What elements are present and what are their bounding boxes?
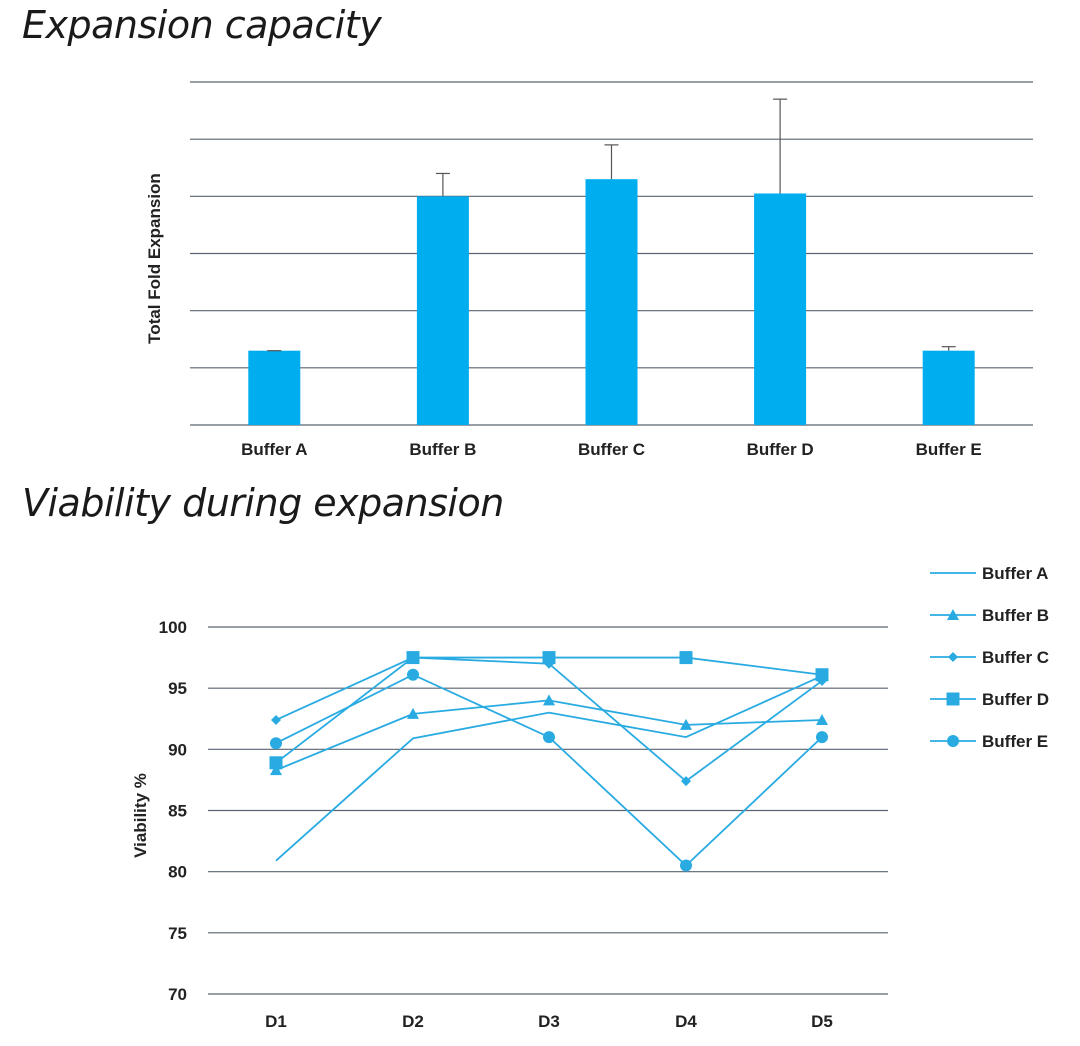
data-point [270, 764, 282, 776]
x-tick-label: Buffer D [747, 440, 814, 459]
series-buffer-a [275, 675, 823, 862]
data-point [407, 668, 419, 681]
legend-item: Buffer D [930, 690, 1049, 709]
bar [416, 196, 469, 425]
y-tick-label: 80 [168, 863, 187, 882]
data-point [680, 718, 692, 730]
data-point [816, 731, 828, 744]
x-tick-label: Buffer E [916, 440, 982, 459]
legend-label: Buffer A [982, 564, 1048, 583]
series-buffer-b [270, 694, 828, 776]
data-point [270, 737, 282, 750]
data-point [543, 731, 555, 744]
bar [248, 350, 301, 425]
y-tick-label: 90 [168, 740, 187, 759]
legend-label: Buffer D [982, 690, 1049, 709]
legend-marker [946, 692, 960, 706]
data-point [406, 651, 420, 665]
data-point [679, 651, 693, 665]
line-chart-title: Viability during expansion [22, 481, 504, 525]
y-tick-label: 100 [159, 618, 187, 637]
data-point [542, 651, 556, 665]
legend-marker [947, 735, 959, 747]
legend-label: Buffer E [982, 732, 1048, 751]
legend-item: Buffer E [930, 732, 1048, 751]
y-axis-label: Total Fold Expansion [145, 173, 164, 344]
data-point [271, 714, 281, 725]
series-line [275, 675, 823, 862]
series-buffer-c [271, 652, 827, 787]
x-tick-label: Buffer B [409, 440, 476, 459]
bar [754, 193, 807, 425]
data-point [816, 713, 828, 725]
data-point [680, 859, 692, 872]
x-tick-label: Buffer C [578, 440, 645, 459]
x-tick-label: D2 [402, 1012, 424, 1031]
legend-label: Buffer C [982, 648, 1049, 667]
bar-chart: Buffer A Buffer B Buffer C Buffer D Buffer E… [145, 81, 1033, 459]
data-point [543, 694, 555, 706]
x-tick-label: D5 [811, 1012, 833, 1031]
data-point [269, 756, 283, 770]
bar-chart-title: Expansion capacity [22, 3, 382, 47]
series-line [275, 656, 823, 783]
x-tick-label: Buffer A [241, 440, 307, 459]
legend-item: Buffer C [930, 648, 1049, 667]
x-tick-label: D4 [675, 1012, 697, 1031]
y-tick-label: 95 [168, 679, 187, 698]
legend-label: Buffer B [982, 606, 1049, 625]
data-point [681, 776, 691, 787]
y-tick-label: 75 [168, 924, 187, 943]
data-point [407, 707, 419, 719]
series-line [275, 656, 823, 764]
x-tick-label: D1 [265, 1012, 287, 1031]
y-axis-label: Viability % [131, 773, 150, 858]
y-tick-label: 70 [168, 985, 187, 1004]
x-tick-label: D3 [538, 1012, 560, 1031]
legend-item: Buffer B [930, 606, 1049, 625]
bar [585, 179, 638, 425]
legend-item: Buffer A [930, 564, 1048, 583]
series-buffer-d [269, 651, 829, 770]
legend-marker [948, 652, 958, 662]
data-point [815, 668, 829, 682]
y-tick-label: 85 [168, 802, 187, 821]
series-buffer-e [270, 668, 828, 872]
bar [922, 350, 975, 425]
legend-marker [947, 609, 959, 620]
